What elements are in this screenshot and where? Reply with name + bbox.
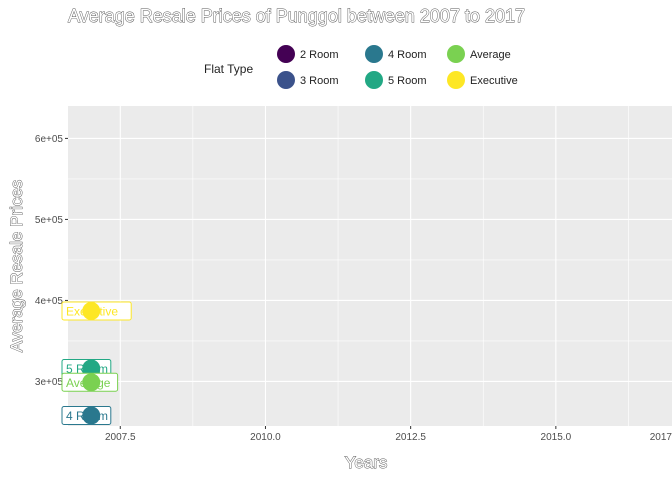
- legend-key: [277, 71, 295, 89]
- y-tick-label: 6e+05: [35, 134, 64, 145]
- data-point: [82, 373, 101, 392]
- x-axis-title: Years: [345, 453, 388, 472]
- x-tick-label: 2010.0: [250, 432, 281, 443]
- legend-key: [447, 45, 465, 63]
- data-point-group: Executive: [61, 301, 132, 321]
- y-tick-label: 3e+05: [35, 377, 64, 388]
- data-point-group: 4 Room: [61, 405, 112, 425]
- legend-label: 3 Room: [300, 75, 339, 87]
- legend-key: [365, 71, 383, 89]
- data-point-group: Average: [61, 372, 119, 392]
- legend-label: 4 Room: [388, 49, 427, 61]
- chart-title: Average Resale Prices of Punggol between…: [68, 6, 525, 26]
- legend-label: Average: [470, 49, 511, 61]
- x-tick-label: 2015.0: [541, 432, 572, 443]
- legend-label: 5 Room: [388, 75, 427, 87]
- data-point: [82, 301, 101, 320]
- plot-panel: [68, 106, 672, 426]
- x-tick-label: 2017: [650, 432, 672, 443]
- y-axis-title: Average Resale Prices: [7, 180, 26, 353]
- legend-label: 2 Room: [300, 49, 339, 61]
- legend: Flat Type 2 Room 3 Room 4 Room 5 Room Averag…: [204, 45, 518, 89]
- y-tick-label: 4e+05: [35, 296, 64, 307]
- x-tick-label: 2007.5: [105, 432, 136, 443]
- legend-title: Flat Type: [204, 62, 253, 76]
- x-tick-label: 2012.5: [395, 432, 426, 443]
- legend-key: [447, 71, 465, 89]
- legend-label: Executive: [470, 75, 518, 87]
- y-tick-label: 5e+05: [35, 215, 64, 226]
- data-point: [82, 406, 101, 425]
- legend-key: [277, 45, 295, 63]
- legend-key: [365, 45, 383, 63]
